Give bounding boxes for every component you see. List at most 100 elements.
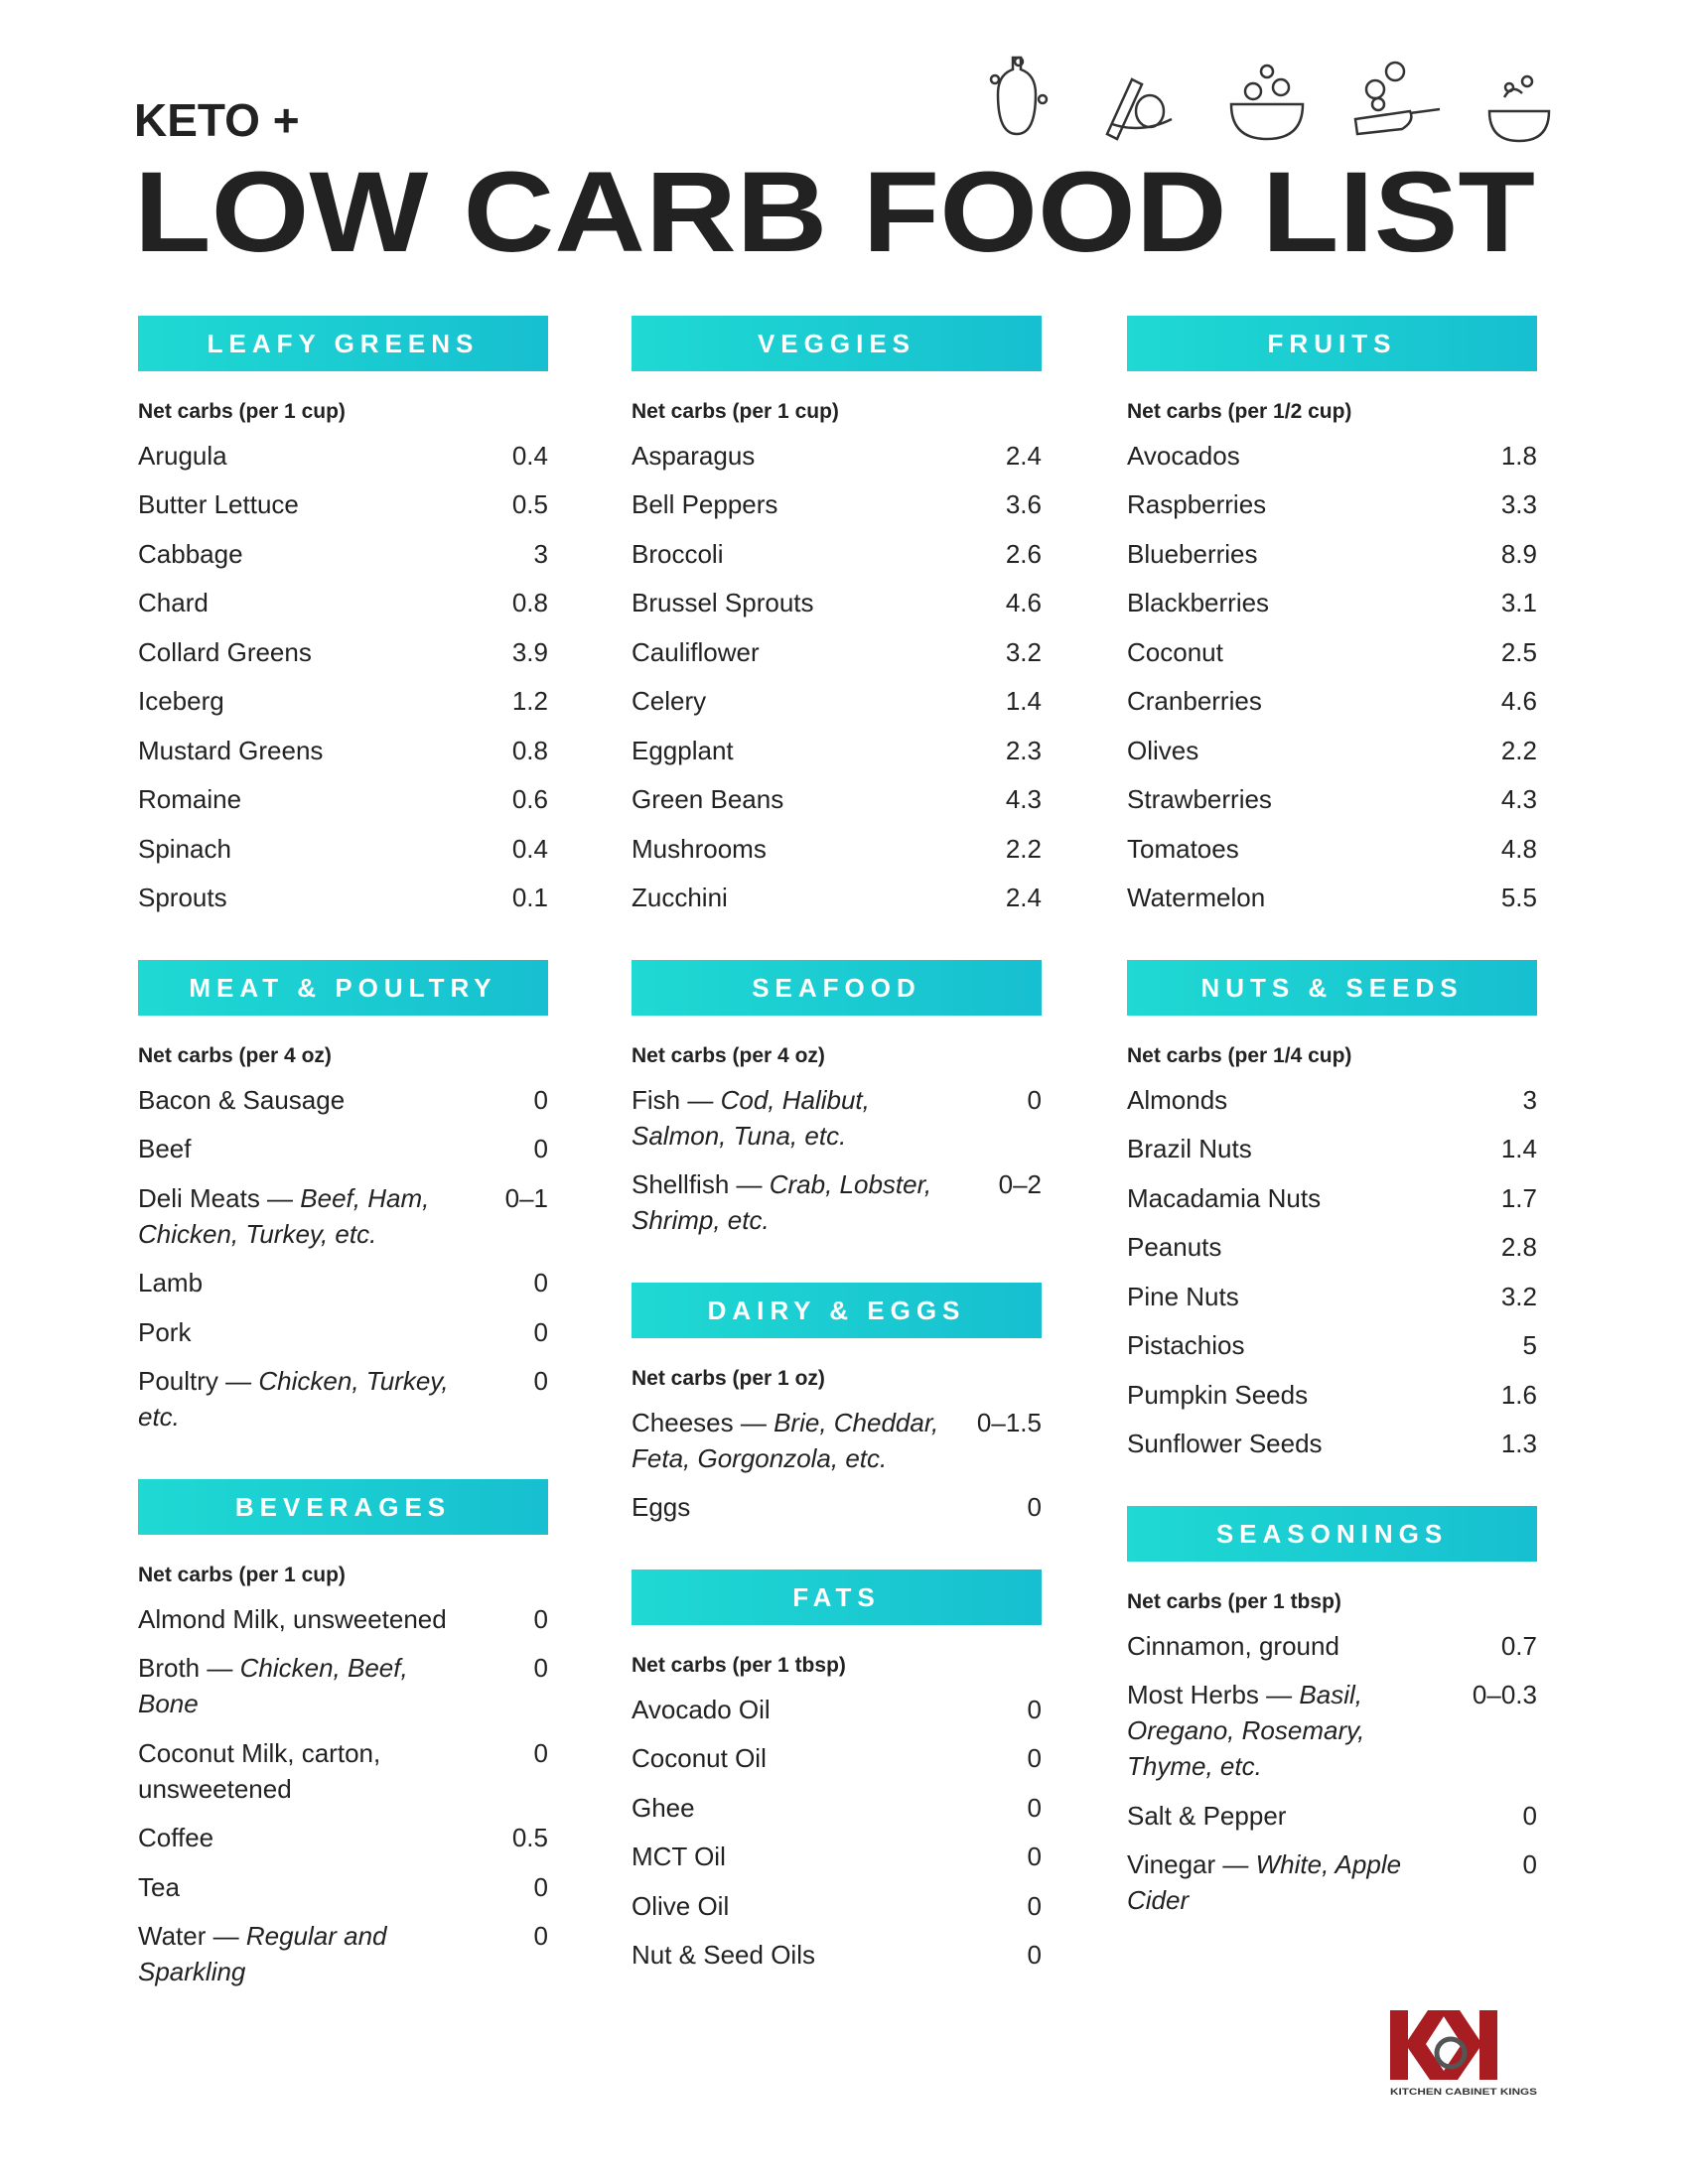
net-carbs: 1.6: [1500, 1379, 1537, 1410]
net-carbs: 3.6: [1005, 489, 1042, 520]
net-carbs: 0: [533, 1316, 548, 1347]
net-carbs: 4.6: [1005, 588, 1042, 618]
food-item: Beef 0: [138, 1125, 548, 1174]
food-name-cell: Bacon & Sausage: [138, 1082, 466, 1118]
food-name: Sprouts: [138, 883, 227, 913]
section: FATS Net carbs (per 1 tbsp) Avocado Oil 0 Co…: [632, 1570, 1042, 1979]
food-name: Cranberries: [1127, 686, 1262, 717]
food-item: MCT Oil 0: [632, 1833, 1042, 1882]
net-carbs: 0: [533, 1871, 548, 1902]
net-carbs: 2.2: [1005, 833, 1042, 864]
net-carbs: 0: [533, 1653, 548, 1684]
unit-label: Net carbs (per 1 cup): [138, 400, 346, 423]
food-item: Blackberries 3.1: [1127, 579, 1537, 628]
food-name: Peanuts: [1127, 1232, 1222, 1263]
food-item: Pistachios 5: [1127, 1321, 1537, 1371]
net-carbs: 0: [1027, 1890, 1042, 1921]
section: MEAT & POULTRY Net carbs (per 4 oz) Bacon …: [138, 960, 548, 1441]
food-item: Shellfish — Crab, Lobster, Shrimp, etc. 0…: [632, 1160, 1042, 1246]
section: VEGGIES Net carbs (per 1 cup) Asparagus 2.4…: [632, 316, 1042, 922]
food-name-cell: Almonds: [1127, 1082, 1455, 1118]
food-detail: Beef, Ham, Chicken, Turkey, etc.: [138, 1182, 430, 1249]
food-name-cell: Cabbage: [138, 536, 466, 572]
food-item: Pumpkin Seeds 1.6: [1127, 1370, 1537, 1420]
net-carbs: 0: [1027, 1492, 1042, 1523]
food-name-cell: Vinegar — White, Apple Cider: [1127, 1846, 1455, 1918]
food-name-cell: Strawberries: [1127, 781, 1455, 817]
net-carbs: 1.8: [1500, 440, 1537, 471]
net-carbs: 0.8: [511, 735, 548, 765]
net-carbs: 2.4: [1005, 883, 1042, 913]
section-title: VEGGIES: [632, 316, 1042, 371]
food-name: Beef: [138, 1134, 192, 1164]
food-name: Almond Milk, unsweetened: [138, 1603, 447, 1634]
net-carbs: 0.6: [511, 784, 548, 815]
food-item: Peanuts 2.8: [1127, 1223, 1537, 1273]
food-item: Strawberries 4.3: [1127, 775, 1537, 825]
food-name: Eggs: [632, 1492, 691, 1523]
net-carbs: 0: [1522, 1800, 1537, 1831]
food-name-cell: Brussel Sprouts: [632, 585, 959, 620]
food-item: Coconut Oil 0: [632, 1734, 1042, 1784]
food-item: Brazil Nuts 1.4: [1127, 1125, 1537, 1174]
net-carbs: 3: [533, 538, 548, 569]
food-item: Sprouts 0.1: [138, 874, 548, 923]
food-item: Bacon & Sausage 0: [138, 1075, 548, 1125]
food-name: Broccoli: [632, 538, 724, 569]
food-item: Almond Milk, unsweetened 0: [138, 1594, 548, 1644]
food-name-cell: Arugula: [138, 438, 466, 474]
food-name-cell: Ghee: [632, 1790, 959, 1826]
net-carbs: 2.5: [1500, 636, 1537, 667]
logo-caption: KITCHEN CABINET KINGS: [1390, 2087, 1537, 2098]
net-carbs: 1.3: [1500, 1429, 1537, 1459]
net-carbs: 0: [1027, 1084, 1042, 1115]
food-name: Bell Peppers: [632, 489, 778, 520]
food-name-cell: Avocados: [1127, 438, 1455, 474]
food-name: Cabbage: [138, 538, 243, 569]
logo: KITCHEN CABINET KINGS: [1390, 2010, 1537, 2098]
net-carbs: 0–1: [504, 1182, 548, 1213]
food-item: Avocados 1.8: [1127, 431, 1537, 480]
food-item: Coffee 0.5: [138, 1814, 548, 1863]
food-item: Coconut 2.5: [1127, 627, 1537, 677]
food-item: Celery 1.4: [632, 677, 1042, 727]
food-item: Nut & Seed Oils 0: [632, 1931, 1042, 1980]
food-detail: Basil, Oregano, Rosemary, Thyme, etc.: [1127, 1680, 1365, 1782]
food-name: Nut & Seed Oils: [632, 1940, 815, 1971]
food-name: Spinach: [138, 833, 231, 864]
net-carbs: 0: [533, 1737, 548, 1768]
section: NUTS & SEEDS Net carbs (per 1/4 cup) Almon…: [1127, 960, 1537, 1468]
net-carbs: 0: [533, 1366, 548, 1397]
net-carbs: 0: [1027, 1940, 1042, 1971]
food-name-cell: Broccoli: [632, 536, 959, 572]
unit-label: Net carbs (per 1/2 cup): [1127, 400, 1352, 423]
net-carbs: 0.5: [511, 489, 548, 520]
food-name-cell: Pumpkin Seeds: [1127, 1377, 1455, 1413]
food-name-cell: Bell Peppers: [632, 486, 959, 522]
net-carbs: 5.5: [1500, 883, 1537, 913]
food-item: Broccoli 2.6: [632, 529, 1042, 579]
food-name: Macadamia Nuts: [1127, 1182, 1322, 1213]
food-name-cell: Coconut Oil: [632, 1740, 959, 1776]
food-name: Blueberries: [1127, 538, 1258, 569]
food-item: Collard Greens 3.9: [138, 627, 548, 677]
food-name: Poultry —: [138, 1366, 252, 1397]
food-name-cell: Watermelon: [1127, 880, 1455, 915]
food-item: Eggplant 2.3: [632, 726, 1042, 775]
food-item: Salt & Pepper 0: [1127, 1791, 1537, 1841]
net-carbs: 0: [533, 1134, 548, 1164]
food-name: Almonds: [1127, 1084, 1228, 1115]
net-carbs: 0–1.5: [976, 1407, 1042, 1437]
column: LEAFY GREENS Net carbs (per 1 cup) Arugula…: [138, 316, 548, 2034]
food-name: Mushrooms: [632, 833, 767, 864]
food-item: Tea 0: [138, 1862, 548, 1912]
food-name: Iceberg: [138, 686, 224, 717]
food-name-cell: Cheeses — Brie, Cheddar, Feta, Gorgonzol…: [632, 1405, 959, 1476]
food-name: Ghee: [632, 1792, 695, 1823]
food-name: Blackberries: [1127, 588, 1270, 618]
food-name-cell: Brazil Nuts: [1127, 1131, 1455, 1166]
food-item: Mushrooms 2.2: [632, 824, 1042, 874]
section-title: FATS: [632, 1570, 1042, 1625]
food-name: Eggplant: [632, 735, 734, 765]
section: DAIRY & EGGS Net carbs (per 1 oz) Cheeses …: [632, 1283, 1042, 1532]
